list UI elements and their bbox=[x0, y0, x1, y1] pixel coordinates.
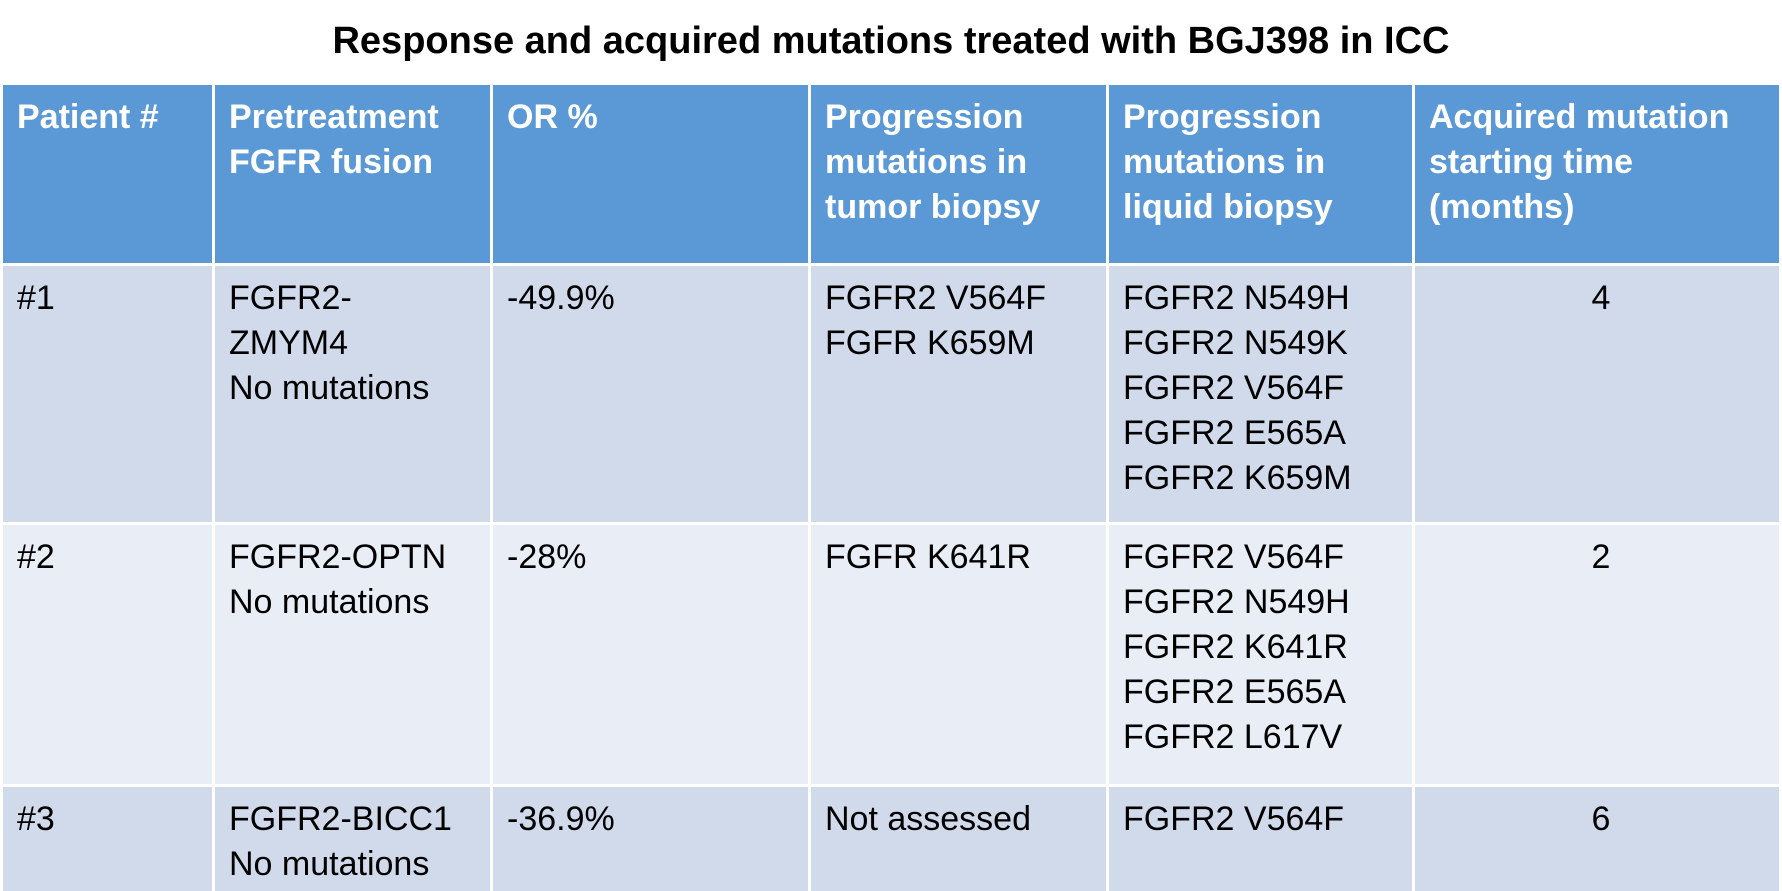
mutation-entry: FGFR2 V564F bbox=[825, 279, 1047, 317]
fusion-line: FGFR2- bbox=[229, 279, 352, 317]
fusion-line: FGFR2-BICC1 bbox=[229, 800, 452, 838]
mutation-entry: FGFR2 K641R bbox=[1123, 628, 1348, 666]
cell-patient: #2 bbox=[3, 525, 212, 784]
mutation-entry: FGFR2 N549K bbox=[1123, 324, 1348, 362]
table-row: #3 FGFR2-BICC1 No mutations -36.9% Not a… bbox=[3, 787, 1779, 891]
title-bar: Response and acquired mutations treated … bbox=[0, 0, 1782, 82]
mutation-entry: FGFR2 L617V bbox=[1123, 718, 1343, 756]
cell-tumor-biopsy: FGFR K641R bbox=[811, 525, 1106, 784]
cell-tumor-biopsy: FGFR2 V564F FGFR K659M bbox=[811, 266, 1106, 522]
mutation-entry: FGFR2 V564F bbox=[1123, 800, 1345, 838]
mutation-entry: FGFR2 V564F bbox=[1123, 369, 1345, 407]
months-value: 2 bbox=[1591, 538, 1611, 576]
mutation-entry: FGFR K659M bbox=[825, 324, 1035, 362]
cell-or-percent: -28% bbox=[493, 525, 808, 784]
or-percent-value: -49.9% bbox=[507, 279, 615, 317]
column-header-patient: Patient # bbox=[3, 85, 212, 263]
mutation-entry: FGFR2 V564F bbox=[1123, 538, 1345, 576]
or-percent-value: -36.9% bbox=[507, 800, 615, 838]
mutation-entry: FGFR2 E565A bbox=[1123, 414, 1346, 452]
table-header-row: Patient # Pretreatment FGFR fusion OR % … bbox=[3, 85, 1779, 263]
column-header-liquid-biopsy: Progression mutations in liquid biopsy bbox=[1109, 85, 1412, 263]
mutation-entry: FGFR2 N549H bbox=[1123, 279, 1350, 317]
mutations-table: Patient # Pretreatment FGFR fusion OR % … bbox=[0, 82, 1782, 891]
column-header-pretreatment-fusion: Pretreatment FGFR fusion bbox=[215, 85, 490, 263]
table-row: #1 FGFR2- ZMYM4 No mutations -49.9% FGFR… bbox=[3, 266, 1779, 522]
cell-fusion: FGFR2- ZMYM4 No mutations bbox=[215, 266, 490, 522]
page-title: Response and acquired mutations treated … bbox=[332, 19, 1450, 62]
cell-fusion: FGFR2-OPTN No mutations bbox=[215, 525, 490, 784]
cell-liquid-biopsy: FGFR2 N549H FGFR2 N549K FGFR2 V564F FGFR… bbox=[1109, 266, 1412, 522]
fusion-line: No mutations bbox=[229, 583, 430, 621]
patient-id: #1 bbox=[17, 279, 55, 317]
cell-patient: #1 bbox=[3, 266, 212, 522]
cell-months: 2 bbox=[1415, 525, 1779, 784]
cell-liquid-biopsy: FGFR2 V564F FGFR2 N549H FGFR2 K641R FGFR… bbox=[1109, 525, 1412, 784]
table-row: #2 FGFR2-OPTN No mutations -28% FGFR K64… bbox=[3, 525, 1779, 784]
cell-liquid-biopsy: FGFR2 V564F bbox=[1109, 787, 1412, 891]
fusion-line: No mutations bbox=[229, 845, 430, 883]
mutation-entry: FGFR K641R bbox=[825, 538, 1031, 576]
mutation-entry: FGFR2 E565A bbox=[1123, 673, 1346, 711]
cell-patient: #3 bbox=[3, 787, 212, 891]
fusion-line: ZMYM4 bbox=[229, 324, 348, 362]
months-value: 6 bbox=[1591, 800, 1611, 838]
mutation-entry: FGFR2 K659M bbox=[1123, 459, 1352, 497]
column-header-acquired-time: Acquired mutation starting time (months) bbox=[1415, 85, 1779, 263]
fusion-line: No mutations bbox=[229, 369, 430, 407]
cell-fusion: FGFR2-BICC1 No mutations bbox=[215, 787, 490, 891]
cell-or-percent: -49.9% bbox=[493, 266, 808, 522]
months-value: 4 bbox=[1591, 279, 1611, 317]
column-header-tumor-biopsy: Progression mutations in tumor biopsy bbox=[811, 85, 1106, 263]
cell-months: 6 bbox=[1415, 787, 1779, 891]
cell-or-percent: -36.9% bbox=[493, 787, 808, 891]
patient-id: #3 bbox=[17, 800, 55, 838]
cell-months: 4 bbox=[1415, 266, 1779, 522]
cell-tumor-biopsy: Not assessed bbox=[811, 787, 1106, 891]
mutation-entry: FGFR2 N549H bbox=[1123, 583, 1350, 621]
mutation-entry: Not assessed bbox=[825, 800, 1031, 838]
or-percent-value: -28% bbox=[507, 538, 587, 576]
patient-id: #2 bbox=[17, 538, 55, 576]
column-header-or-percent: OR % bbox=[493, 85, 808, 263]
fusion-line: FGFR2-OPTN bbox=[229, 538, 447, 576]
